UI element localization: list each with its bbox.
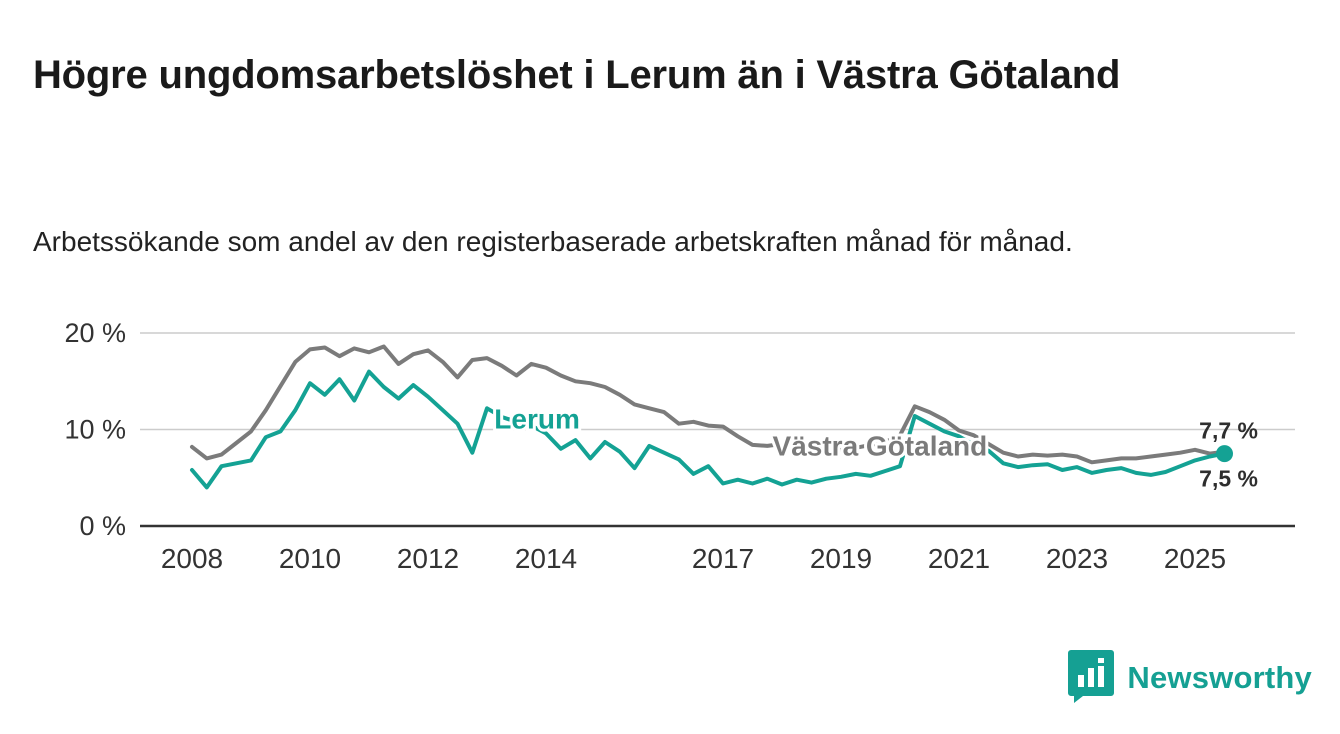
x-tick-label: 2014: [515, 543, 577, 574]
y-tick-label: 10 %: [64, 415, 126, 445]
series-label: Lerum: [494, 403, 580, 434]
newsworthy-logo: Newsworthy: [1067, 649, 1312, 704]
series-line-lerum: [190, 369, 1227, 490]
end-value-label: 7,7 %: [1199, 418, 1258, 444]
x-tick-label: 2017: [692, 543, 754, 574]
page-title: Högre ungdomsarbetslöshet i Lerum än i V…: [33, 52, 1121, 97]
x-tick-label: 2021: [928, 543, 990, 574]
x-tick-label: 2012: [397, 543, 459, 574]
x-tick-label: 2008: [161, 543, 223, 574]
chart-area: 0 % 10 % 20 % 2008 2010 2012 2014 2017 2019 2021 2…: [0, 295, 1340, 595]
series-end-dot: [1216, 445, 1233, 463]
series-line-v-stra-g-taland: [190, 344, 1227, 465]
newsworthy-logo-icon: [1067, 649, 1115, 708]
chart-subtitle: Arbetssökande som andel av den registerb…: [33, 226, 1073, 257]
x-tick-label: 2010: [279, 543, 341, 574]
series-label: Västra Götaland: [773, 430, 988, 461]
newsworthy-logo-text: Newsworthy: [1127, 660, 1312, 695]
x-tick-label: 2019: [810, 543, 872, 574]
y-tick-label: 20 %: [64, 318, 126, 348]
x-tick-label: 2023: [1046, 543, 1108, 574]
end-value-label: 7,5 %: [1199, 466, 1258, 492]
y-tick-label: 0 %: [79, 511, 126, 541]
x-tick-label: 2025: [1164, 543, 1226, 574]
line-chart: 0 % 10 % 20 % 2008 2010 2012 2014 2017 2019 2021 2…: [64, 318, 1295, 574]
